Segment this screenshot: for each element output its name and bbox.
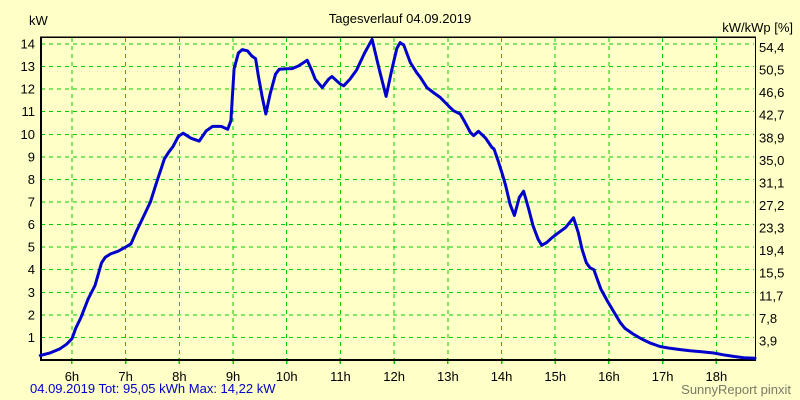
left-tick-label: 9	[28, 149, 35, 164]
right-tick-label: 31,1	[759, 175, 784, 190]
hour-tick-label: 10h	[276, 369, 298, 384]
hour-tick-label: 7h	[118, 369, 132, 384]
right-tick-label: 3,9	[759, 333, 777, 348]
left-tick-label: 4	[28, 262, 35, 277]
power-curve	[38, 37, 757, 360]
hour-tick-label: 14h	[491, 369, 513, 384]
chart-title: Tagesverlauf 04.09.2019	[328, 11, 472, 26]
right-tick-label: 15,5	[759, 266, 784, 281]
branding-text: SunnyReport pinxit	[681, 382, 791, 397]
right-tick-label: 11,7	[759, 288, 783, 303]
right-tick-label: 42,7	[759, 108, 784, 123]
right-tick-label: 46,6	[759, 85, 784, 100]
right-tick-label: 19,4	[759, 243, 784, 258]
hour-tick-label: 12h	[383, 369, 405, 384]
hour-tick-label: 9h	[226, 369, 240, 384]
left-tick-label: 1	[28, 330, 35, 345]
right-tick-label: 50,5	[759, 63, 784, 78]
right-axis-tick-labels: 54,4 50,5 46,6 42,7 38,9 35,0 31,1 27,2 23,3 19,4…	[759, 40, 784, 348]
hour-tick-labels: 6h 7h 8h 9h 10h 11h 12h 13h 14h 15h 16h 17h 18h	[65, 369, 727, 384]
hour-tick-label: 8h	[172, 369, 186, 384]
grid-horizontal-lines	[41, 43, 754, 338]
hour-tick-label: 6h	[65, 369, 79, 384]
left-tick-label: 3	[28, 285, 35, 300]
plot-frame	[40, 36, 756, 361]
right-tick-label: 35,0	[759, 153, 784, 168]
right-tick-label: 27,2	[759, 198, 784, 213]
left-tick-label: 6	[28, 217, 35, 232]
right-tick-label: 7,8	[759, 311, 777, 326]
grid-vertical-lines	[71, 38, 717, 359]
hour-tick-label: 15h	[544, 369, 566, 384]
left-tick-label: 5	[28, 240, 35, 255]
hour-tick-label: 18h	[705, 369, 727, 384]
left-tick-label: 8	[28, 172, 35, 187]
left-tick-label: 2	[28, 307, 35, 322]
left-axis-tick-labels: 14 13 12 11 10 9 8 7 6 5 4 3 2 1	[21, 36, 35, 344]
right-axis-unit-label: kW/kWp [%]	[722, 20, 793, 35]
hour-tick-label: 11h	[330, 369, 351, 384]
left-tick-label: 10	[21, 127, 35, 142]
daily-summary-text: 04.09.2019 Tot: 95,05 kWh Max: 14,22 kW	[30, 381, 276, 396]
left-tick-label: 14	[21, 36, 35, 51]
right-tick-label: 54,4	[759, 40, 784, 55]
right-tick-label: 23,3	[759, 221, 784, 236]
left-tick-label: 12	[21, 82, 35, 97]
right-tick-label: 38,9	[759, 130, 784, 145]
hour-tick-label: 16h	[598, 369, 620, 384]
left-tick-label: 7	[28, 194, 35, 209]
hour-tick-label: 17h	[652, 369, 674, 384]
left-tick-label: 13	[21, 59, 35, 74]
left-axis-unit-label: kW	[29, 13, 48, 28]
hour-tick-label: 13h	[437, 369, 459, 384]
left-tick-label: 11	[22, 104, 36, 119]
